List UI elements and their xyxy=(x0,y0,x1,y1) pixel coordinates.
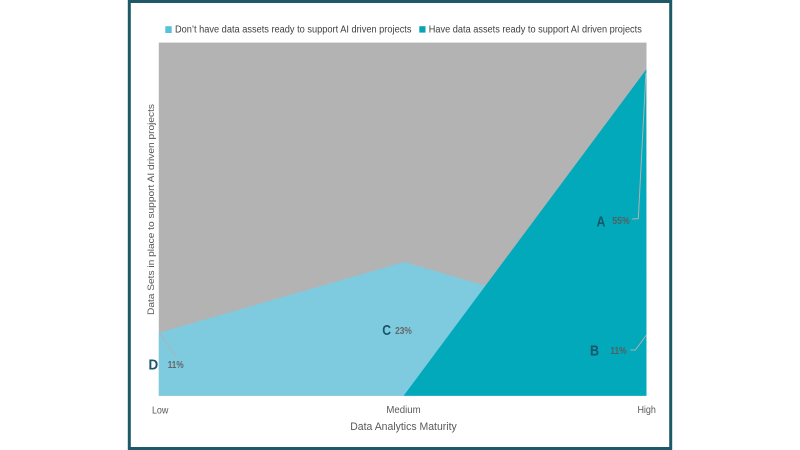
svg-text:C: C xyxy=(382,322,391,339)
svg-text:11%: 11% xyxy=(610,345,627,357)
svg-text:11%: 11% xyxy=(168,359,185,371)
svg-text:High: High xyxy=(637,405,656,416)
svg-text:23%: 23% xyxy=(395,325,412,337)
svg-text:Data Sets in place to support: Data Sets in place to support AI driven … xyxy=(146,103,156,315)
svg-text:A: A xyxy=(597,213,606,230)
svg-text:Don’t have data assets ready t: Don’t have data assets ready to support … xyxy=(175,24,412,35)
svg-text:Have data assets ready to supp: Have data assets ready to support AI dri… xyxy=(429,24,642,35)
svg-text:Medium: Medium xyxy=(386,405,420,416)
svg-text:D: D xyxy=(149,357,159,374)
svg-text:B: B xyxy=(590,342,599,359)
svg-text:Data Analytics Maturity: Data Analytics Maturity xyxy=(350,421,457,433)
svg-text:Low: Low xyxy=(152,405,169,416)
svg-text:55%: 55% xyxy=(612,215,630,227)
